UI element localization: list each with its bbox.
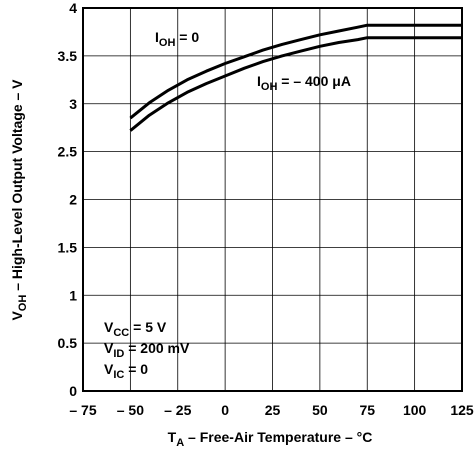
x-axis-title: TA – Free-Air Temperature – °C xyxy=(168,429,373,449)
x-tick-label: 50 xyxy=(312,402,328,418)
annotation-ioh400: IOH = – 400 μA xyxy=(257,73,351,93)
x-tick-label: 125 xyxy=(450,402,474,418)
x-tick-labels: – 75 – 50 – 25 0 25 50 75 100 125 xyxy=(69,402,474,418)
y-tick-label: 0.5 xyxy=(58,335,78,351)
condition-vid: VID = 200 mV xyxy=(104,340,190,360)
annotation-ioh0: IOH = 0 xyxy=(155,29,199,49)
y-tick-label: 4 xyxy=(69,0,77,16)
y-tick-label: 3.5 xyxy=(58,48,78,64)
y-tick-label: 2 xyxy=(69,192,77,208)
y-tick-labels: 0 0.5 1 1.5 2 2.5 3 3.5 4 xyxy=(58,0,78,399)
condition-vic: VIC = 0 xyxy=(104,361,148,381)
y-tick-label: 1.5 xyxy=(58,239,78,255)
curves xyxy=(129,23,462,132)
x-tick-label: 100 xyxy=(403,402,427,418)
x-tick-label: 75 xyxy=(359,402,375,418)
y-tick-label: 1 xyxy=(69,287,77,303)
x-tick-label: 0 xyxy=(221,402,229,418)
plot-frame xyxy=(82,7,463,392)
y-tick-label: 3 xyxy=(69,96,77,112)
y-tick-label: 2.5 xyxy=(58,144,78,160)
series-line-0 xyxy=(129,23,462,120)
x-tick-label: – 75 xyxy=(69,402,96,418)
y-axis-title: VOH – High-Level Output Voltage – V xyxy=(9,79,29,321)
x-tick-label: 25 xyxy=(265,402,281,418)
x-tick-label: – 50 xyxy=(117,402,144,418)
series-line-1 xyxy=(129,36,462,132)
y-tick-label: 0 xyxy=(69,383,77,399)
x-tick-label: – 25 xyxy=(164,402,191,418)
condition-vcc: VCC = 5 V xyxy=(104,319,167,339)
